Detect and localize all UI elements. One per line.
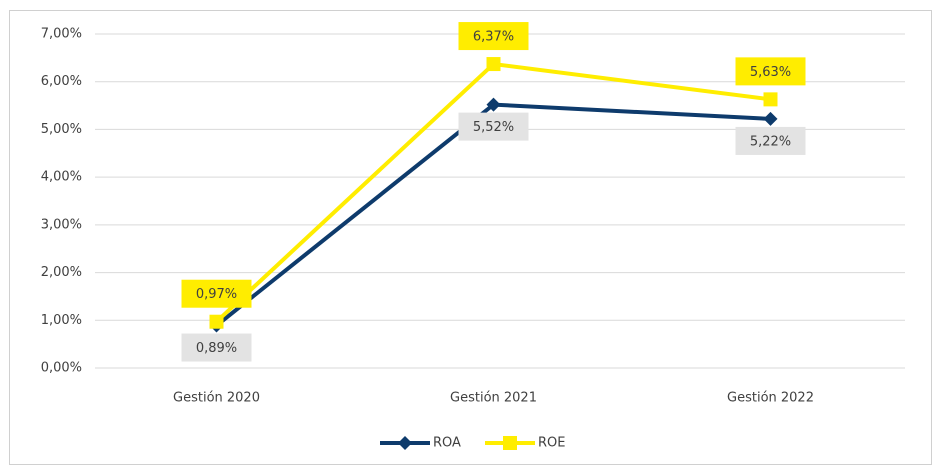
data-label: 0,97% <box>196 287 237 302</box>
data-label-box <box>181 279 252 308</box>
data-point <box>763 92 778 107</box>
y-tick-label: 0,00% <box>41 361 82 376</box>
data-label-box <box>735 126 806 155</box>
data-point <box>763 111 778 126</box>
legend-marker <box>503 436 517 450</box>
data-label-box <box>181 333 252 362</box>
x-tick-label: Gestión 2021 <box>450 391 537 406</box>
data-point <box>486 57 501 72</box>
y-tick-label: 1,00% <box>41 313 82 328</box>
y-tick-label: 3,00% <box>41 217 82 232</box>
legend-label: ROE <box>538 436 565 451</box>
data-point <box>209 314 224 329</box>
x-tick-label: Gestión 2022 <box>727 391 814 406</box>
data-label: 5,22% <box>750 134 791 149</box>
legend-marker <box>398 436 412 450</box>
x-tick-label: Gestión 2020 <box>173 391 260 406</box>
legend-label: ROA <box>433 436 461 451</box>
y-tick-label: 2,00% <box>41 265 82 280</box>
data-label: 5,52% <box>473 120 514 135</box>
y-tick-label: 5,00% <box>41 122 82 137</box>
data-label-box <box>458 22 529 51</box>
data-label-box <box>458 112 529 141</box>
data-label: 5,63% <box>750 65 791 80</box>
data-point <box>486 97 501 112</box>
y-tick-label: 7,00% <box>41 27 82 42</box>
y-tick-label: 6,00% <box>41 74 82 89</box>
data-label: 0,89% <box>196 341 237 356</box>
data-label-box <box>735 57 806 86</box>
data-label: 6,37% <box>473 30 514 45</box>
y-tick-label: 4,00% <box>41 170 82 185</box>
